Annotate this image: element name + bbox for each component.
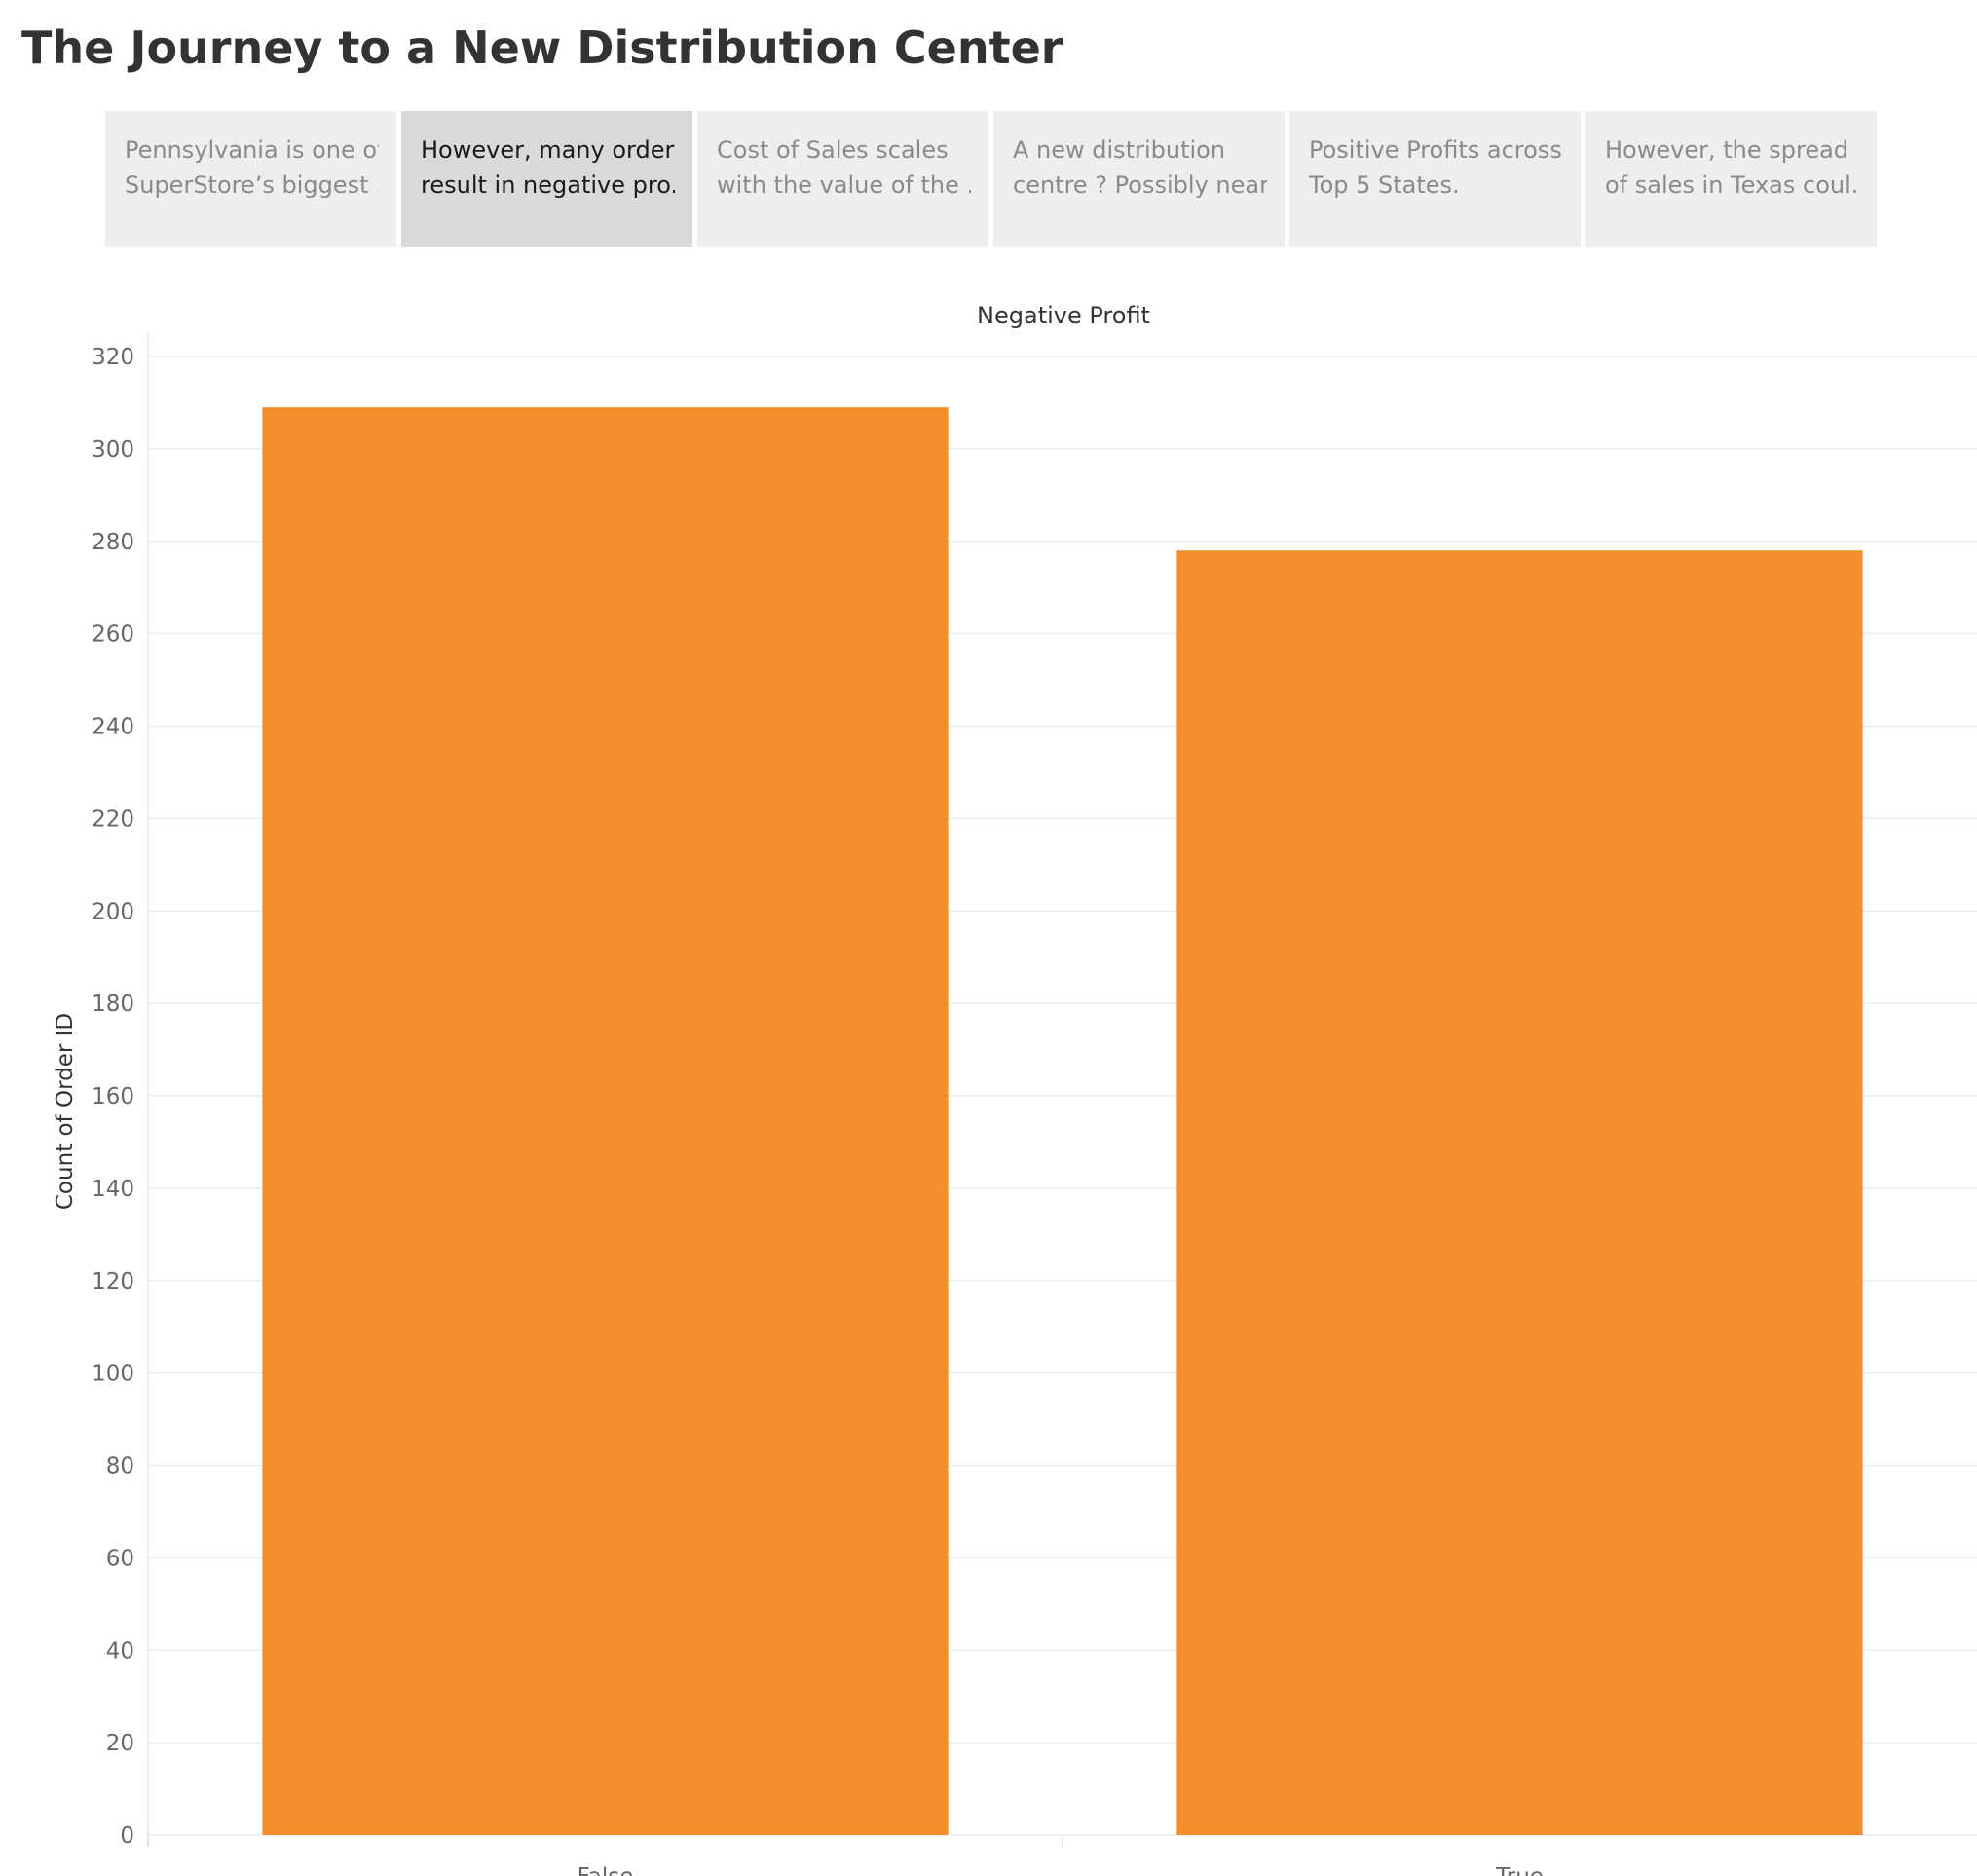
- story-navigator: Pennsylvania is one of SuperStore’s bigge…: [105, 111, 1877, 247]
- story-point-caption-line1: A new distribution: [1013, 136, 1226, 164]
- story-point-3[interactable]: Cost of Sales scales with the value of th…: [697, 111, 988, 247]
- story-point-4[interactable]: A new distribution centre ? Possibly near…: [993, 111, 1285, 247]
- story-point-5[interactable]: Positive Profits across Top 5 States.: [1289, 111, 1581, 247]
- y-tick-label: 280: [92, 530, 134, 555]
- bar-chart: Negative Profit 0 20 40 60 80 100 120 140 160 180 2…: [53, 302, 1977, 1876]
- column-header: Negative Profit: [977, 302, 1150, 329]
- x-tick-label: True: [1495, 1864, 1544, 1876]
- y-tick-label: 140: [92, 1177, 134, 1202]
- y-tick-label: 0: [120, 1823, 134, 1849]
- y-tick-label: 40: [106, 1638, 134, 1664]
- story-point-caption-line1: However, many orders: [421, 136, 675, 164]
- story-point-caption-line2: with the value of the ..: [717, 171, 971, 199]
- story-point-caption-line2: of sales in Texas coul..: [1605, 171, 1859, 199]
- y-tick-label: 160: [92, 1084, 134, 1109]
- story-point-caption-line1: Positive Profits across: [1309, 136, 1562, 164]
- x-tick-label: False: [578, 1864, 634, 1876]
- y-tick-label: 220: [92, 807, 134, 832]
- story-point-caption-line2: Top 5 States.: [1309, 171, 1460, 199]
- y-tick-label: 260: [92, 622, 134, 648]
- story-point-caption-line1: Pennsylvania is one of: [125, 136, 379, 164]
- y-tick-label: 300: [92, 437, 134, 463]
- y-tick-label: 320: [92, 345, 134, 370]
- y-axis-title: Count of Order ID: [53, 1013, 78, 1210]
- y-tick-label: 180: [92, 992, 134, 1017]
- story-point-caption-line1: Cost of Sales scales: [717, 136, 949, 164]
- story-point-2[interactable]: However, many orders result in negative p…: [401, 111, 692, 247]
- y-tick-label: 240: [92, 715, 134, 740]
- y-tick-label: 200: [92, 899, 134, 924]
- y-tick-label: 100: [92, 1362, 134, 1387]
- bar-false: [262, 407, 949, 1835]
- story-point-6[interactable]: However, the spread of sales in Texas cou…: [1585, 111, 1877, 247]
- y-tick-label: 120: [92, 1269, 134, 1294]
- story-point-caption-line2: centre ? Possibly near..: [1013, 171, 1267, 199]
- story-point-caption-line1: However, the spread: [1605, 136, 1849, 164]
- story-point-caption-line2: SuperStore’s biggest ..: [125, 171, 379, 199]
- story-point-1[interactable]: Pennsylvania is one of SuperStore’s bigge…: [105, 111, 396, 247]
- y-tick-label: 60: [106, 1546, 134, 1571]
- page-title: The Journey to a New Distribution Center: [21, 21, 1063, 74]
- bar-true: [1176, 550, 1863, 1835]
- y-tick-label: 80: [106, 1454, 134, 1480]
- story-point-caption-line2: result in negative pro..: [421, 171, 675, 199]
- y-tick-label: 20: [106, 1731, 134, 1756]
